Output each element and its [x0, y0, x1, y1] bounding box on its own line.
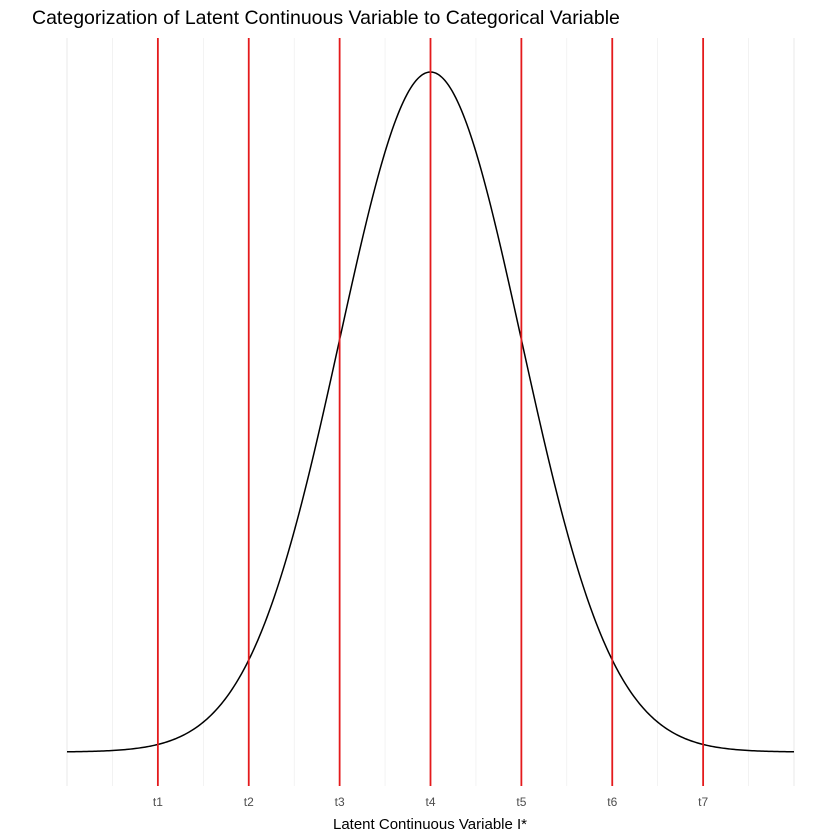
- x-tick-label-t3: t3: [335, 795, 345, 809]
- chart-title: Categorization of Latent Continuous Vari…: [32, 7, 620, 29]
- threshold-lines: [156, 38, 705, 786]
- x-tick-label-t7: t7: [698, 795, 708, 809]
- x-tick-label-t2: t2: [244, 795, 254, 809]
- x-tick-label-t4: t4: [425, 795, 435, 809]
- x-axis-title: Latent Continuous Variable I*: [333, 816, 527, 833]
- x-tick-label-t5: t5: [516, 795, 526, 809]
- x-tick-label-t1: t1: [153, 795, 163, 809]
- x-tick-labels: t1 t2 t3 t4 t5 t6 t7: [153, 795, 709, 809]
- x-tick-label-t6: t6: [607, 795, 617, 809]
